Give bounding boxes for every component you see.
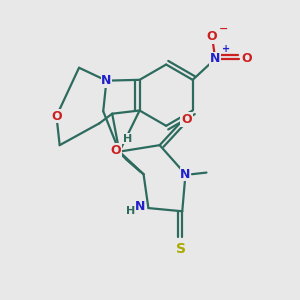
Text: +: +: [222, 44, 230, 54]
Text: O: O: [241, 52, 252, 65]
Text: O: O: [110, 144, 121, 157]
Text: O: O: [181, 113, 192, 126]
Text: O: O: [207, 30, 217, 43]
Text: H: H: [126, 206, 135, 216]
Text: N: N: [210, 52, 220, 65]
Text: O: O: [51, 110, 62, 123]
Text: H: H: [123, 134, 132, 144]
Text: N: N: [135, 200, 146, 213]
Text: S: S: [176, 242, 186, 256]
Text: N: N: [101, 74, 112, 87]
Text: −: −: [219, 23, 229, 34]
Text: N: N: [180, 168, 191, 181]
